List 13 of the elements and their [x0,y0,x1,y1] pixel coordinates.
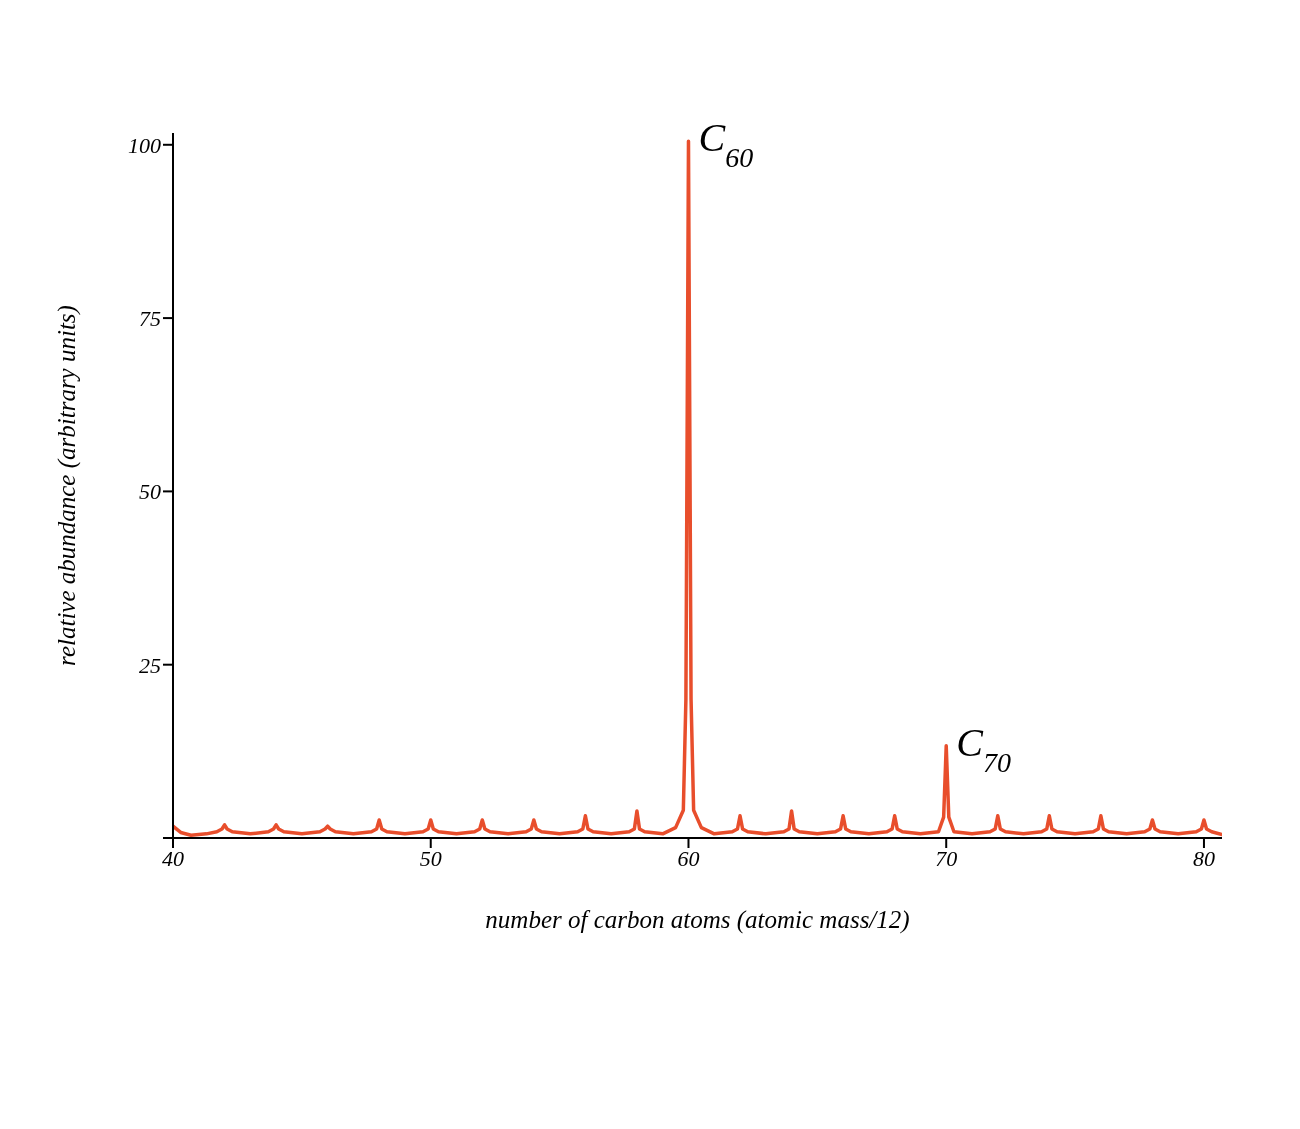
y-axis-title: relative abundance (arbitrary units) [52,305,81,666]
x-axis-title: number of carbon atoms (atomic mass/12) [485,906,910,934]
annotation: C$_{70}$ [956,719,1011,778]
y-tick-label: 25 [139,652,161,678]
x-tick-label: 80 [1192,845,1215,871]
x-tick-label: 50 [419,845,442,871]
x-tick-label: 60 [677,845,700,871]
y-tick-label: 75 [139,305,161,331]
y-tick-label: 100 [128,132,161,158]
x-tick-label: 70 [935,845,958,871]
x-tick-label: 40 [162,845,184,871]
y-tick-label: 50 [139,479,161,505]
annotation: C$_{60}$ [698,115,754,173]
